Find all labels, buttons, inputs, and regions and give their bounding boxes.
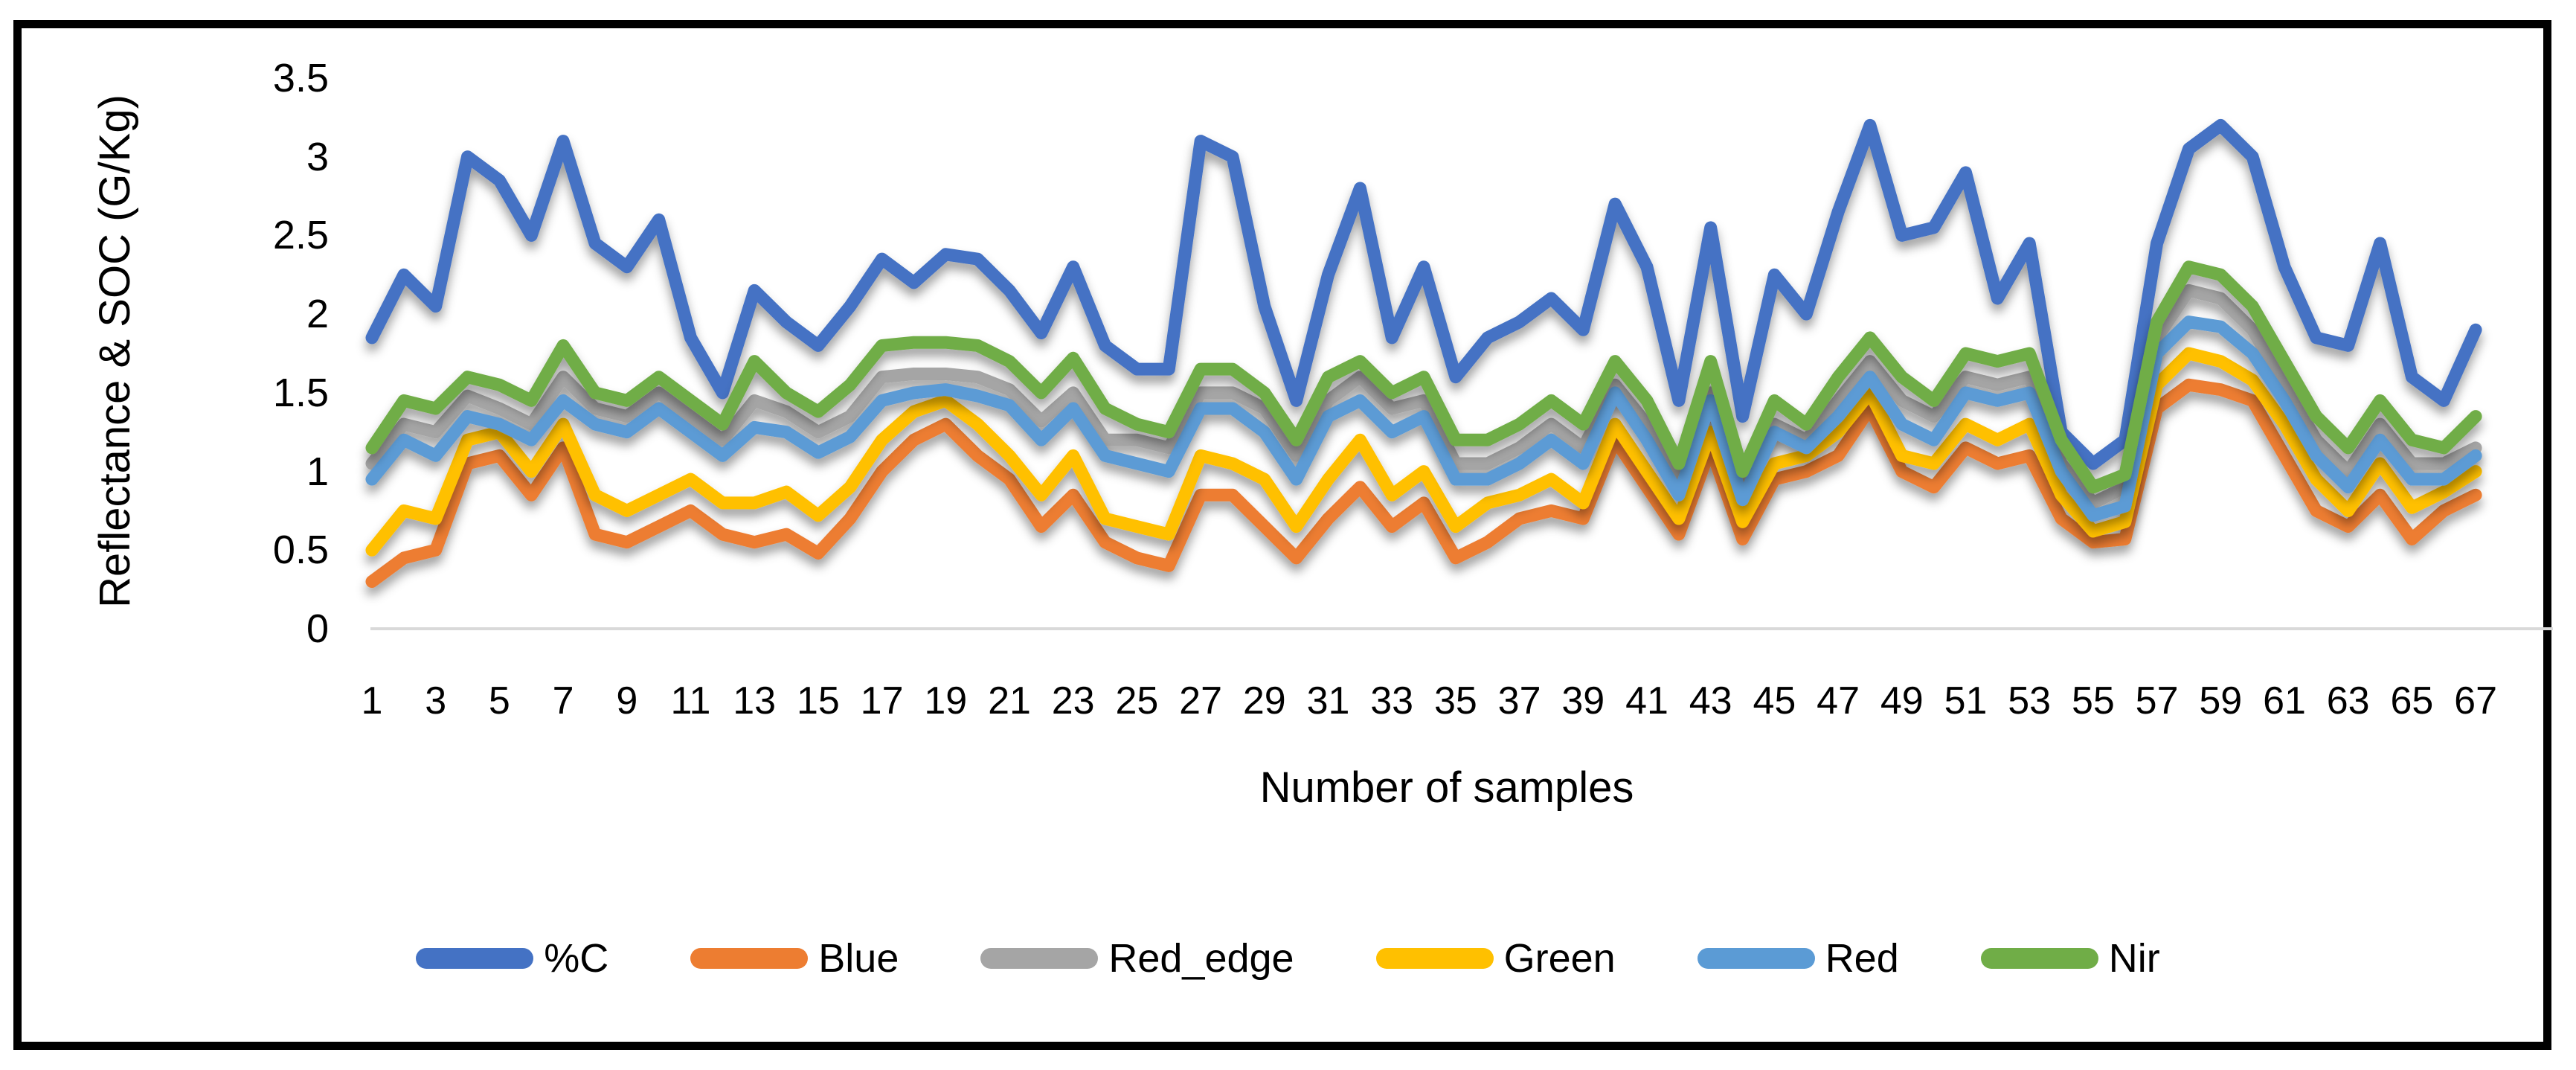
legend-label: Green [1503,936,1616,981]
legend-item-green: Green [1375,936,1616,981]
legend: %C Blue Red_edge Green Red Nir [0,929,2576,988]
series-line-c [365,118,2482,470]
x-tick-label: 65 [2390,679,2434,723]
x-tick-label: 13 [733,679,777,723]
legend-label: Red_edge [1108,936,1294,981]
x-tick-label: 47 [1817,679,1860,723]
y-tick-label: 1 [306,449,329,494]
y-tick-label: 2 [306,292,329,337]
y-axis-title: Reflectance & SOC (G/Kg) [91,94,139,608]
legend-item-rededge: Red_edge [980,936,1294,981]
y-tick-label: 0.5 [272,528,329,573]
x-tick-label: 61 [2263,679,2306,723]
x-tick-label: 1 [361,679,383,723]
x-tick-label: 7 [552,679,574,723]
x-tick-label: 25 [1115,679,1159,723]
x-tick-label: 11 [670,679,711,723]
legend-swatch-icon [980,948,1099,969]
x-tick-label: 67 [2454,679,2498,723]
legend-item-red: Red [1697,936,1899,981]
x-tick-label: 63 [2326,679,2370,723]
x-tick-label: 31 [1306,679,1350,723]
legend-label: Nir [2108,936,2160,981]
x-tick-label: 49 [1880,679,1924,723]
x-tick-label: 37 [1497,679,1541,723]
x-tick-label: 35 [1433,679,1477,723]
series-line-nir [365,260,2482,494]
legend-label: Blue [818,936,899,981]
x-tick-label: 33 [1370,679,1414,723]
x-tick-label: 43 [1689,679,1732,723]
x-tick-label: 59 [2199,679,2243,723]
x-tick-label: 39 [1561,679,1605,723]
x-tick-label: 27 [1179,679,1223,723]
legend-item-nir: Nir [1980,936,2160,981]
x-tick-label: 51 [1944,679,1988,723]
x-tick-label: 55 [2071,679,2115,723]
x-tick-label: 19 [924,679,968,723]
x-tick-label: 29 [1242,679,1286,723]
y-tick-label: 3.5 [272,55,329,100]
x-tick-label: 57 [2135,679,2179,723]
legend-swatch-icon [690,948,809,969]
x-tick-label: 17 [860,679,904,723]
series-line-red [365,315,2482,522]
x-tick-label: 21 [988,679,1031,723]
x-tick-label: 3 [425,679,447,723]
legend-swatch-icon [1375,948,1494,969]
legend-swatch-icon [1697,948,1815,969]
x-tick-label: 41 [1625,679,1668,723]
series-line-green [365,347,2482,557]
legend-item-c: %C [416,936,608,981]
legend-swatch-icon [416,948,534,969]
x-tick-label: 5 [488,679,510,723]
x-tick-label: 9 [616,679,638,723]
legend-item-blue: Blue [690,936,899,981]
x-axis-title: Number of samples [1259,763,1634,812]
y-tick-label: 2.5 [272,213,329,258]
y-tick-label: 0 [306,606,329,651]
x-tick-label: 53 [2008,679,2052,723]
legend-swatch-icon [1980,948,2098,969]
x-tick-label: 45 [1753,679,1796,723]
legend-label: Red [1825,936,1899,981]
series-line-blue [365,378,2482,589]
y-tick-label: 1.5 [272,370,329,415]
legend-label: %C [544,936,609,981]
x-tick-label: 23 [1051,679,1095,723]
x-tick-label: 15 [796,679,840,723]
y-tick-label: 3 [306,134,329,179]
